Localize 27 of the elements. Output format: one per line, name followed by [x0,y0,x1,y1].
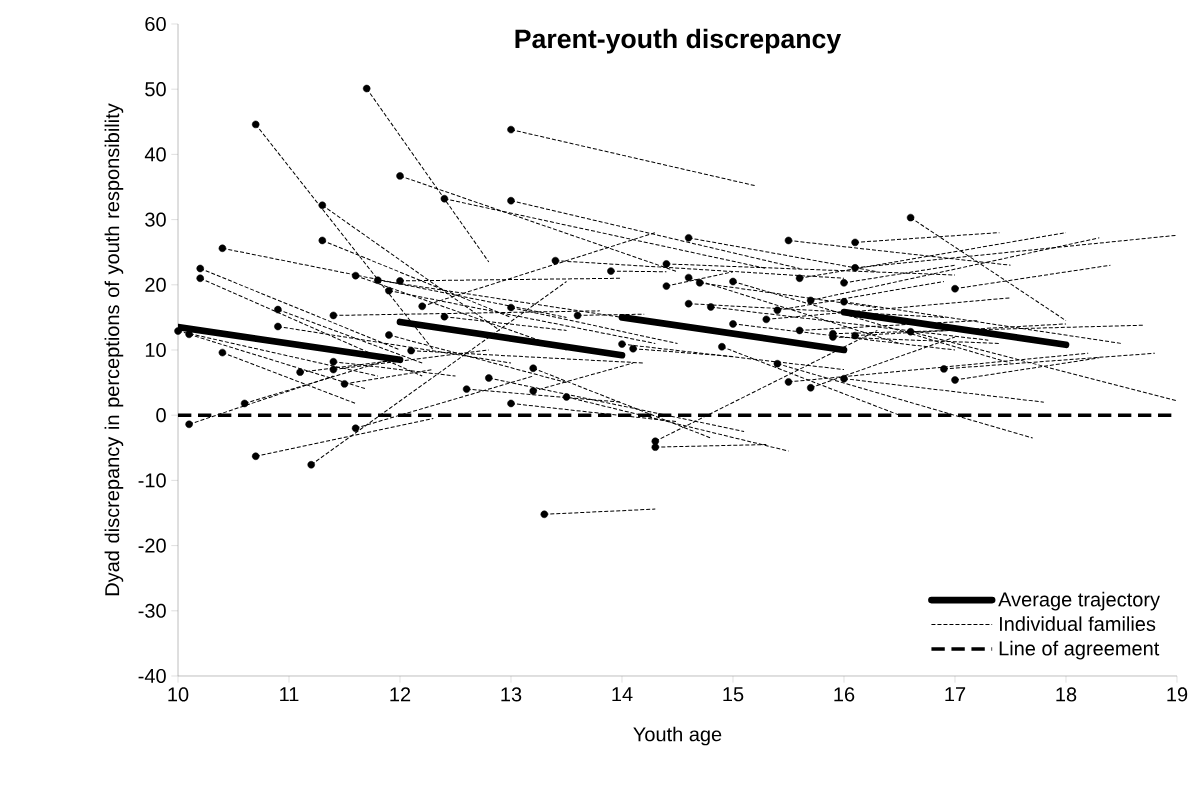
x-tick-label: 17 [945,687,966,702]
x-tick-label: 12 [390,687,411,702]
y-axis-title: Dyad discrepancy in perceptions of youth responsibility [104,103,124,596]
chart-title: Parent-youth discrepancy [515,28,842,54]
y-tick-label: 20 [145,277,166,292]
legend-label: Line of agreement [999,640,1160,660]
y-tick-label: 40 [144,147,166,162]
y-tick-label: 60 [145,16,166,32]
legend-label: Average trajectory [998,591,1160,611]
x-tick-label: 19 [1167,687,1188,702]
x-axis-title: Youth age [633,726,722,746]
x-tick-label: 14 [612,687,633,702]
y-tick-label: 50 [145,82,166,97]
x-tick-label: 10 [168,687,189,702]
x-tick-label: 15 [723,687,744,702]
legend-label: Individual families [999,616,1156,632]
x-tick-label: 16 [834,687,855,702]
x-tick-label: 13 [501,687,522,702]
y-tick-label: 30 [145,212,166,227]
x-tick-label: 11 [280,687,299,702]
y-tick-label: -30 [138,603,166,618]
x-tick-label: 18 [1056,687,1077,702]
y-tick-label: 10 [145,342,166,358]
y-tick-label: -20 [138,538,166,553]
y-tick-label: -10 [138,473,166,488]
y-tick-label: 0 [156,408,166,423]
y-tick-label: -40 [138,668,166,684]
